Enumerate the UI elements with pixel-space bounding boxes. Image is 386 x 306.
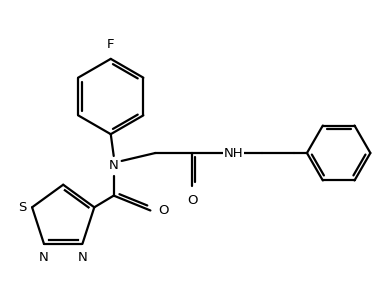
Text: NH: NH xyxy=(224,147,244,159)
Text: S: S xyxy=(18,201,26,214)
Text: O: O xyxy=(187,194,197,207)
Text: N: N xyxy=(78,251,87,264)
Text: O: O xyxy=(158,204,169,217)
Text: F: F xyxy=(107,38,115,51)
Text: N: N xyxy=(109,159,119,172)
Text: N: N xyxy=(39,251,49,264)
